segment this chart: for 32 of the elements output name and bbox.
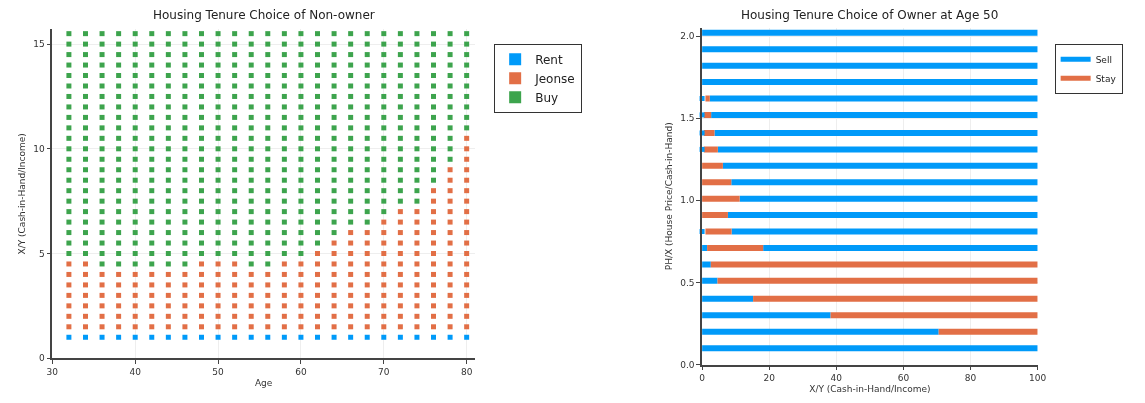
legend-label: Rent: [535, 52, 563, 67]
legend-label: Sell: [1095, 54, 1112, 65]
y-tick-label: 1.5: [680, 113, 695, 124]
x-tick-label: 50: [212, 366, 225, 377]
x-tick-label: 40: [129, 366, 142, 377]
y-tick-label: 10: [33, 143, 46, 154]
y-tick-label: 0: [39, 353, 46, 364]
y-tick-label: 15: [33, 39, 45, 50]
x-tick-label: 70: [378, 366, 390, 377]
legend-label: Buy: [535, 90, 559, 105]
legend-label: Stay: [1095, 73, 1117, 84]
y-tick-label: 0.0: [680, 359, 695, 370]
chart-title: Housing Tenure Choice of Owner at Age 50: [741, 8, 999, 22]
x-tick-label: 20: [763, 373, 776, 384]
x-axis-title: X/Y (Cash-in-Hand/Income): [809, 384, 931, 395]
y-tick-label: 1.0: [680, 195, 695, 206]
y-tick-label: 5: [39, 248, 45, 259]
legend-label: Jeonse: [534, 71, 575, 86]
x-tick-label: 80: [460, 366, 473, 377]
y-tick-label: 0.5: [680, 277, 695, 288]
x-tick-label: 40: [830, 373, 843, 384]
y-tick-label: 2.0: [680, 31, 695, 42]
y-axis-title: X/Y (Cash-in-Hand/Income): [17, 133, 28, 255]
x-tick-label: 100: [1029, 373, 1047, 384]
x-tick-label: 80: [964, 373, 977, 384]
chart-title: Housing Tenure Choice of Non-owner: [153, 8, 375, 22]
x-tick-label: 0: [699, 373, 706, 384]
x-axis-title: Age: [254, 378, 273, 389]
x-tick-label: 60: [897, 373, 910, 384]
y-axis-title: PH/X (House Price/Cash-in-Hand): [664, 122, 675, 271]
x-tick-label: 60: [295, 366, 307, 377]
x-tick-label: 30: [46, 366, 59, 377]
